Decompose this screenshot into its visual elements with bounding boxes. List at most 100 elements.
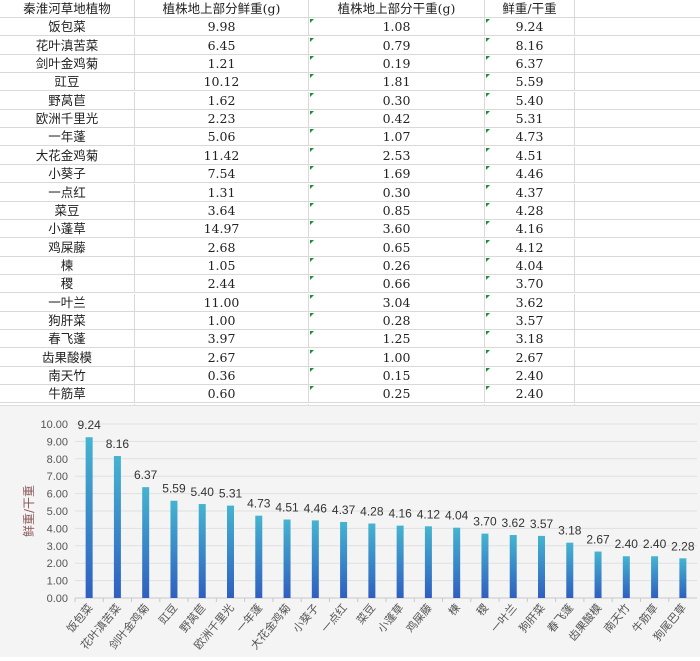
table-cell[interactable]: 5.06 <box>135 128 309 147</box>
empty-cell[interactable] <box>575 312 700 330</box>
table-cell[interactable]: 欧洲千里光 <box>0 110 135 129</box>
table-cell[interactable]: 7.54 <box>135 165 309 184</box>
table-cell[interactable]: 0.26 <box>309 256 485 275</box>
table-cell[interactable]: 4.04 <box>485 256 575 275</box>
table-cell[interactable]: 豇豆 <box>0 73 135 92</box>
table-cell[interactable]: 3.18 <box>485 330 575 349</box>
column-header[interactable]: 鲜重/干重 <box>485 0 575 18</box>
table-cell[interactable]: 3.57 <box>485 311 575 330</box>
table-cell[interactable]: 2.67 <box>485 348 575 367</box>
table-cell[interactable]: 小蓬草 <box>0 220 135 239</box>
table-cell[interactable]: 3.60 <box>309 220 485 239</box>
table-cell[interactable]: 4.73 <box>485 128 575 147</box>
table-cell[interactable]: 4.37 <box>485 183 575 202</box>
table-cell[interactable]: 0.30 <box>309 91 485 110</box>
table-cell[interactable]: 一年蓬 <box>0 128 135 147</box>
table-cell[interactable]: 6.37 <box>485 55 575 74</box>
column-header[interactable]: 秦淮河草地植物 <box>0 0 135 18</box>
table-cell[interactable]: 1.62 <box>135 91 309 110</box>
table-cell[interactable]: 0.42 <box>309 110 485 129</box>
table-cell[interactable]: 11.00 <box>135 293 309 312</box>
table-cell[interactable]: 0.85 <box>309 201 485 220</box>
table-cell[interactable]: 9.98 <box>135 18 309 37</box>
table-cell[interactable]: 1.08 <box>309 18 485 37</box>
table-cell[interactable]: 齿果酸模 <box>0 348 135 367</box>
empty-cell[interactable] <box>575 275 700 293</box>
empty-cell[interactable] <box>575 55 700 73</box>
column-header[interactable]: 植株地上部分干重(g) <box>309 0 485 18</box>
table-cell[interactable]: 0.65 <box>309 238 485 257</box>
table-cell[interactable]: 0.19 <box>309 55 485 74</box>
table-cell[interactable]: 4.12 <box>485 238 575 257</box>
table-cell[interactable]: 1.21 <box>135 55 309 74</box>
table-cell[interactable]: 花叶滇苦菜 <box>0 36 135 55</box>
table-cell[interactable]: 3.70 <box>485 275 575 294</box>
table-cell[interactable]: 4.51 <box>485 146 575 165</box>
empty-cell[interactable] <box>575 110 700 128</box>
table-cell[interactable]: 0.79 <box>309 36 485 55</box>
table-cell[interactable]: 一点红 <box>0 183 135 202</box>
table-cell[interactable]: 0.25 <box>309 385 485 404</box>
empty-cell[interactable] <box>575 128 700 146</box>
table-cell[interactable]: 1.69 <box>309 165 485 184</box>
table-cell[interactable]: 4.28 <box>485 201 575 220</box>
table-cell[interactable]: 菜豆 <box>0 201 135 220</box>
table-cell[interactable]: 2.67 <box>135 348 309 367</box>
empty-cell[interactable] <box>575 294 700 312</box>
table-cell[interactable]: 3.04 <box>309 293 485 312</box>
table-cell[interactable]: 牛筋草 <box>0 385 135 404</box>
table-cell[interactable]: 2.68 <box>135 238 309 257</box>
empty-cell[interactable] <box>575 330 700 348</box>
table-cell[interactable]: 0.66 <box>309 275 485 294</box>
table-cell[interactable]: 小葵子 <box>0 165 135 184</box>
table-cell[interactable]: 饭包菜 <box>0 18 135 37</box>
table-cell[interactable]: 1.31 <box>135 183 309 202</box>
table-cell[interactable]: 3.62 <box>485 293 575 312</box>
table-cell[interactable]: 4.16 <box>485 220 575 239</box>
table-cell[interactable]: 10.12 <box>135 73 309 92</box>
table-cell[interactable]: 一叶兰 <box>0 293 135 312</box>
empty-cell[interactable] <box>575 92 700 110</box>
table-cell[interactable]: 剑叶金鸡菊 <box>0 55 135 74</box>
bar-chart[interactable]: 0.00 1.00 2.00 3.00 4.00 5.00 6.00 7.00 8.00 9.00… <box>0 405 700 657</box>
table-cell[interactable]: 稷 <box>0 275 135 294</box>
table-cell[interactable]: 4.46 <box>485 165 575 184</box>
table-cell[interactable]: 5.31 <box>485 110 575 129</box>
table-cell[interactable]: 1.00 <box>309 348 485 367</box>
empty-cell[interactable] <box>575 239 700 257</box>
empty-cell[interactable] <box>575 73 700 91</box>
table-cell[interactable]: 3.64 <box>135 201 309 220</box>
empty-cell[interactable] <box>575 220 700 238</box>
table-cell[interactable]: 南天竹 <box>0 367 135 385</box>
table-cell[interactable]: 8.16 <box>485 36 575 55</box>
table-cell[interactable]: 9.24 <box>485 18 575 37</box>
empty-cell[interactable] <box>575 18 700 36</box>
empty-cell[interactable] <box>575 165 700 183</box>
table-cell[interactable]: 11.42 <box>135 146 309 165</box>
table-cell[interactable]: 0.36 <box>135 367 309 385</box>
table-cell[interactable]: 0.30 <box>309 183 485 202</box>
table-cell[interactable]: 2.40 <box>485 367 575 385</box>
empty-cell[interactable] <box>575 184 700 202</box>
empty-cell[interactable] <box>575 367 700 385</box>
empty-cell[interactable] <box>575 257 700 275</box>
table-cell[interactable]: 楝 <box>0 256 135 275</box>
table-cell[interactable]: 2.23 <box>135 110 309 129</box>
empty-cell[interactable] <box>575 202 700 220</box>
table-cell[interactable]: 6.45 <box>135 36 309 55</box>
empty-cell[interactable] <box>575 349 700 367</box>
table-cell[interactable]: 鸡屎藤 <box>0 238 135 257</box>
table-cell[interactable]: 大花金鸡菊 <box>0 146 135 165</box>
table-cell[interactable]: 1.07 <box>309 128 485 147</box>
table-cell[interactable]: 0.28 <box>309 311 485 330</box>
empty-cell[interactable] <box>575 385 700 403</box>
table-cell[interactable]: 2.44 <box>135 275 309 294</box>
table-cell[interactable]: 1.05 <box>135 256 309 275</box>
table-cell[interactable]: 1.25 <box>309 330 485 349</box>
table-cell[interactable]: 5.59 <box>485 73 575 92</box>
table-cell[interactable]: 5.40 <box>485 91 575 110</box>
table-cell[interactable]: 1.81 <box>309 73 485 92</box>
table-cell[interactable]: 1.00 <box>135 311 309 330</box>
empty-cell[interactable] <box>575 0 700 18</box>
empty-cell[interactable] <box>575 147 700 165</box>
